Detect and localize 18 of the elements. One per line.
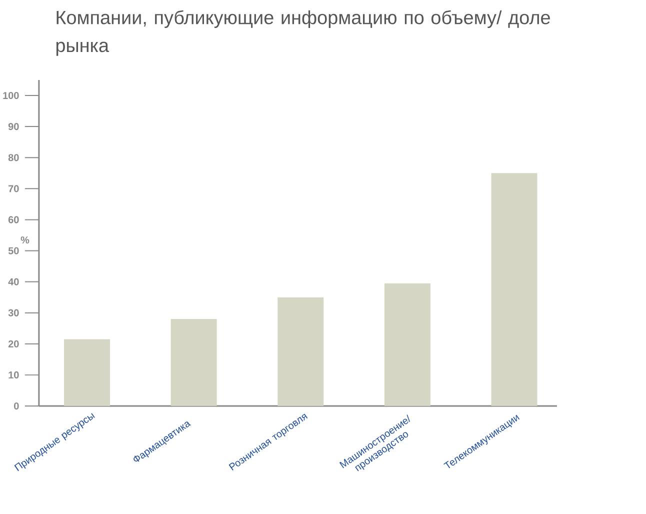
- bar: [384, 283, 430, 406]
- y-tick-label: 100: [3, 92, 19, 100]
- bar: [170, 319, 217, 406]
- y-tick-label: 30: [8, 309, 19, 316]
- y-tick-label: 20: [8, 340, 19, 348]
- y-tick-label: 90: [8, 123, 19, 130]
- y-tick-label: 50: [8, 247, 19, 254]
- y-tick-label: 70: [8, 185, 19, 192]
- y-tick-label: 0: [14, 402, 19, 410]
- y-tick-label: 40: [8, 278, 19, 286]
- bar: [278, 297, 324, 406]
- bar: [64, 339, 110, 406]
- y-tick-label: 80: [8, 154, 19, 162]
- y-tick-label: 60: [8, 216, 19, 224]
- y-axis-title: %: [20, 236, 30, 244]
- chart-title: Компании, публикующие информацию по объему/ доле рынка: [56, 10, 550, 56]
- bar: [491, 173, 538, 406]
- y-tick-label: 10: [8, 371, 19, 378]
